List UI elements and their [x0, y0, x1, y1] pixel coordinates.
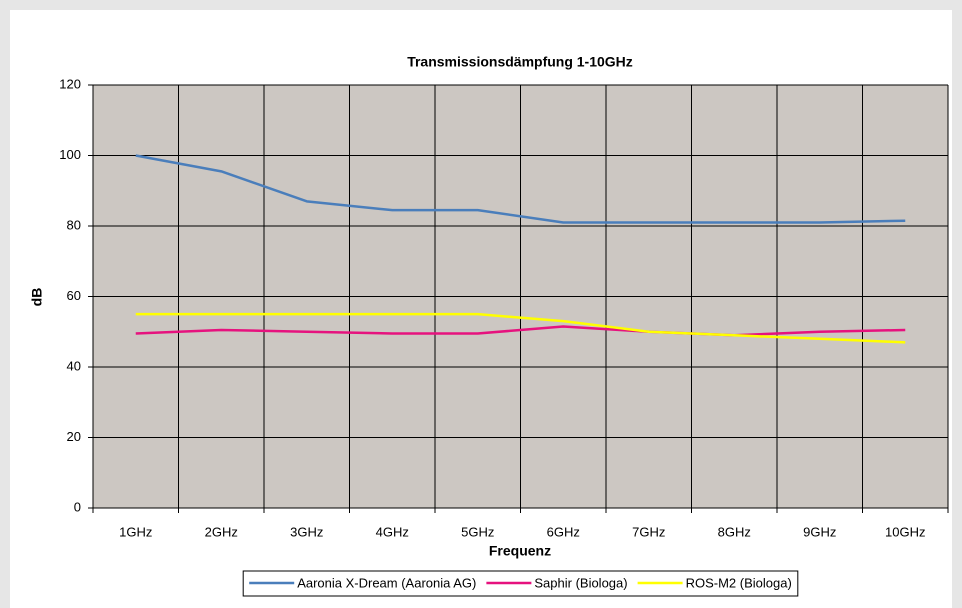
y-tick-label: 60 [67, 288, 81, 303]
x-tick-label: 10GHz [885, 524, 925, 539]
y-tick-label: 80 [67, 217, 81, 232]
series-line [135, 312, 906, 344]
x-tick-label: 5GHz [461, 524, 494, 539]
x-tick-label: 6GHz [547, 524, 580, 539]
chart-title: Transmissionsdämpfung 1-10GHz [407, 54, 633, 70]
x-tick-label: 7GHz [632, 524, 665, 539]
series-line [135, 325, 906, 337]
x-tick-label: 3GHz [290, 524, 323, 539]
legend-label: Aaronia X-Dream (Aaronia AG) [297, 575, 476, 590]
y-axis-label: dB [29, 288, 45, 307]
legend-label: ROS-M2 (Biologa) [686, 575, 792, 590]
y-tick-label: 100 [59, 147, 81, 162]
legend-label: Saphir (Biologa) [534, 575, 627, 590]
x-tick-label: 9GHz [803, 524, 836, 539]
x-tick-label: 8GHz [718, 524, 751, 539]
y-tick-label: 120 [59, 76, 81, 91]
series-line [135, 154, 906, 224]
x-tick-label: 2GHz [205, 524, 238, 539]
x-tick-label: 4GHz [376, 524, 409, 539]
x-tick-label: 1GHz [119, 524, 152, 539]
y-tick-label: 40 [67, 358, 81, 373]
x-axis-label: Frequenz [489, 543, 551, 559]
legend: Aaronia X-Dream (Aaronia AG) Saphir (Biol… [242, 570, 799, 597]
y-tick-label: 0 [74, 499, 81, 514]
y-tick-label: 20 [67, 429, 81, 444]
